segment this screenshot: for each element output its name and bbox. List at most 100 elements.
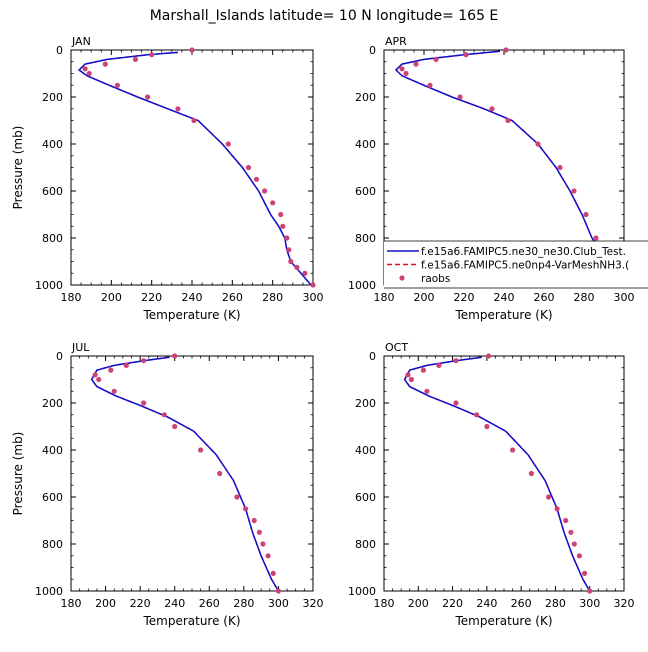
raobs-point bbox=[145, 94, 151, 100]
y-tick-label: 400 bbox=[42, 444, 63, 457]
y-tick-label: 0 bbox=[369, 44, 376, 57]
raobs-point bbox=[583, 211, 589, 218]
y-tick-label: 200 bbox=[355, 397, 376, 410]
raobs-point bbox=[108, 367, 114, 373]
y-tick-label: 600 bbox=[42, 185, 63, 198]
raobs-point bbox=[278, 211, 284, 218]
x-tick-label: 280 bbox=[233, 597, 254, 610]
raobs-point bbox=[86, 70, 92, 77]
y-tick-label: 1000 bbox=[348, 279, 376, 292]
x-tick-label: 180 bbox=[374, 597, 395, 610]
raobs-point bbox=[571, 188, 577, 194]
raobs-point bbox=[243, 506, 249, 512]
raobs-point bbox=[96, 376, 102, 383]
raobs-point bbox=[408, 376, 414, 383]
x-tick-label: 220 bbox=[130, 597, 151, 610]
raobs-point bbox=[593, 235, 599, 241]
raobs-point bbox=[557, 164, 563, 171]
y-axis-title: Pressure (mb) bbox=[11, 126, 25, 210]
series-line-model-a bbox=[403, 356, 591, 592]
raobs-point bbox=[286, 247, 292, 253]
legend: f.e15a6.FAMIPC5.ne30_ne30.Club_Test. f.e1… bbox=[384, 240, 648, 289]
x-tick-label: 180 bbox=[61, 597, 82, 610]
raobs-point bbox=[463, 52, 469, 58]
raobs-point bbox=[535, 141, 541, 147]
y-tick-label: 800 bbox=[355, 538, 376, 551]
raobs-point bbox=[172, 423, 178, 430]
y-tick-label: 0 bbox=[56, 44, 63, 57]
raobs-point bbox=[114, 82, 120, 88]
x-tick-label: 180 bbox=[61, 291, 82, 304]
raobs-point bbox=[198, 447, 204, 453]
y-tick-label: 600 bbox=[355, 491, 376, 504]
x-tick-label: 260 bbox=[199, 597, 220, 610]
panel-label: JUL bbox=[71, 341, 90, 354]
panel-label: OCT bbox=[385, 341, 408, 354]
y-tick-label: 1000 bbox=[35, 585, 63, 598]
raobs-point bbox=[82, 66, 88, 72]
panel-jan: JAN 180 200 220 240 260 280 300 0 200 400 600 800 100… bbox=[11, 35, 324, 322]
panel-apr: APR 180 200 220 240 260 280 300 0 200 400 600 800 100… bbox=[348, 35, 635, 322]
x-tick-label: 320 bbox=[614, 597, 635, 610]
raobs-point bbox=[256, 529, 262, 535]
x-axis-title: Temperature (K) bbox=[454, 308, 552, 322]
y-tick-label: 1000 bbox=[35, 279, 63, 292]
legend-label: raobs bbox=[421, 273, 450, 285]
x-tick-label: 240 bbox=[494, 291, 515, 304]
raobs-point bbox=[571, 541, 577, 547]
raobs-point bbox=[399, 66, 405, 72]
x-tick-label: 300 bbox=[303, 291, 324, 304]
panel-oct: OCT 180 200 220 240 260 280 300 320 0 200 400 600 800… bbox=[348, 341, 635, 628]
raobs-point bbox=[141, 400, 147, 406]
raobs-point bbox=[270, 200, 276, 206]
panel-label: JAN bbox=[71, 35, 91, 48]
y-axis-title: Pressure (mb) bbox=[11, 432, 25, 516]
y-tick-label: 0 bbox=[56, 350, 63, 363]
raobs-point bbox=[102, 61, 108, 67]
raobs-point bbox=[310, 282, 316, 288]
series-line-model-a bbox=[90, 356, 280, 592]
series-line-model-a bbox=[77, 51, 312, 286]
raobs-point bbox=[505, 117, 511, 124]
raobs-point bbox=[486, 353, 492, 359]
raobs-point bbox=[582, 570, 588, 577]
series-line-model-b bbox=[403, 356, 591, 592]
legend-label: f.e15a6.FAMIPC5.ne0np4-VarMeshNH3.( bbox=[421, 260, 629, 272]
raobs-point bbox=[260, 541, 266, 547]
raobs-point bbox=[424, 388, 430, 394]
x-tick-label: 280 bbox=[262, 291, 283, 304]
x-tick-label: 200 bbox=[414, 291, 435, 304]
raobs-point bbox=[149, 52, 155, 58]
raobs-point bbox=[420, 367, 426, 373]
panel-jul: JUL 180 200 220 240 260 280 300 320 0 200 400 600 800… bbox=[11, 341, 324, 628]
x-axis-title: Temperature (K) bbox=[142, 614, 240, 628]
raobs-point bbox=[161, 412, 167, 418]
raobs-point bbox=[189, 47, 195, 53]
raobs-point bbox=[576, 553, 583, 559]
raobs-point bbox=[262, 188, 268, 194]
raobs-point bbox=[225, 141, 231, 147]
x-axis-title: Temperature (K) bbox=[454, 614, 552, 628]
legend-label: f.e15a6.FAMIPC5.ne30_ne30.Club_Test. bbox=[421, 246, 626, 258]
raobs-point bbox=[245, 164, 252, 171]
x-tick-label: 200 bbox=[408, 597, 429, 610]
y-tick-label: 200 bbox=[42, 91, 63, 104]
x-tick-label: 280 bbox=[545, 597, 566, 610]
raobs-point bbox=[587, 588, 593, 594]
y-tick-label: 0 bbox=[369, 350, 376, 363]
raobs-point bbox=[302, 270, 308, 276]
raobs-point bbox=[427, 82, 433, 88]
raobs-point bbox=[528, 470, 535, 477]
raobs-point bbox=[294, 264, 300, 270]
raobs-point bbox=[265, 553, 271, 559]
y-tick-label: 200 bbox=[42, 397, 63, 410]
x-tick-label: 220 bbox=[442, 597, 463, 610]
raobs-point bbox=[175, 106, 181, 112]
y-tick-label: 200 bbox=[355, 91, 376, 104]
raobs-point bbox=[457, 94, 463, 100]
x-tick-label: 280 bbox=[574, 291, 595, 304]
y-tick-label: 800 bbox=[42, 538, 63, 551]
raobs-point bbox=[172, 353, 178, 359]
raobs-point bbox=[253, 176, 260, 182]
